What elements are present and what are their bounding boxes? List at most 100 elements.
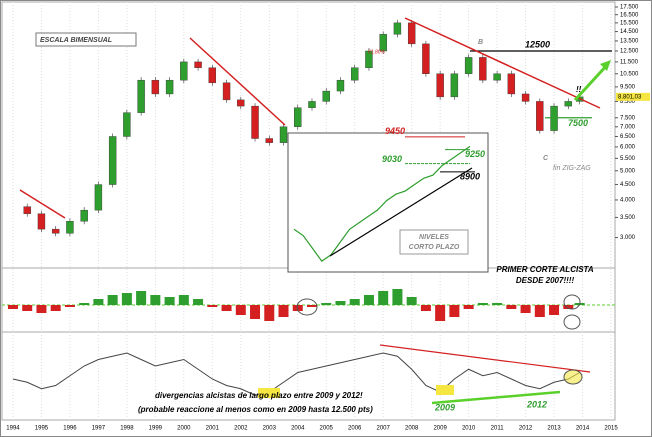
bar (420, 305, 431, 311)
bar (292, 305, 303, 311)
candle (351, 67, 359, 81)
candle (536, 101, 544, 131)
y-tick-label: 4.500 (620, 182, 636, 188)
bar (164, 297, 175, 305)
x-tick-label: 2011 (491, 426, 505, 432)
highlight (258, 388, 280, 398)
level-label: 9450 (385, 126, 405, 136)
trend-line (379, 344, 591, 373)
annotation: NIVELES (419, 234, 449, 241)
bar (50, 305, 61, 311)
x-tick-label: 2015 (604, 426, 618, 432)
x-tick-label: 2008 (405, 426, 419, 432)
x-tick-label: 2004 (291, 426, 305, 432)
annotation: C (543, 155, 549, 162)
bar (435, 305, 446, 321)
y-tick-label: 13.500 (620, 39, 639, 45)
bar (221, 305, 232, 311)
candle (507, 73, 516, 95)
label-box (35, 32, 137, 47)
trend-line (189, 37, 286, 126)
y-tick-label: 5.000 (620, 168, 636, 174)
annotation: (probable reaccione al menos como en 200… (138, 405, 373, 414)
bar (378, 291, 389, 305)
y-tick-label: 6.500 (620, 134, 636, 140)
candle (521, 93, 530, 102)
bar (107, 295, 118, 305)
level-label: 8900 (460, 171, 480, 181)
trend-line (404, 17, 601, 109)
candle (80, 209, 88, 222)
candle (365, 50, 373, 68)
bar (363, 295, 374, 305)
y-tick-label: 6.000 (620, 145, 636, 151)
bar (406, 297, 417, 305)
y-tick-label: 10.500 (620, 71, 639, 77)
candle (436, 73, 444, 98)
level-label: 9250 (465, 149, 485, 159)
y-tick-label: 17.500 (620, 5, 639, 11)
x-tick-label: 2007 (377, 426, 391, 432)
candle (194, 61, 202, 68)
oscillator-line (12, 352, 580, 396)
y-tick-label: 15.500 (620, 20, 639, 26)
candle (379, 34, 387, 52)
candle (23, 206, 31, 214)
annotation: CORTO PLAZO (409, 244, 460, 251)
candle (422, 43, 430, 74)
bar (278, 305, 289, 317)
plot-border (1, 1, 616, 421)
candle (137, 79, 145, 113)
highlight-circle (296, 298, 318, 316)
x-tick-label: 2006 (348, 426, 362, 432)
annotation: fin ZIG-ZAG (553, 165, 591, 172)
y-tick-label: 12.500 (620, 49, 639, 55)
level-label: 12500 (525, 39, 550, 49)
annotation: 2009 (434, 402, 455, 412)
highlight-circle (563, 369, 583, 385)
level-label: 9030 (382, 154, 402, 164)
bar (477, 303, 488, 305)
bar (549, 305, 560, 315)
x-tick-label: 2003 (263, 426, 277, 432)
annotation: DESDE 2007!!!! (516, 276, 575, 285)
candle (151, 79, 160, 95)
bar (36, 305, 47, 313)
bar (349, 299, 360, 305)
trend-line (329, 167, 473, 257)
annotation: 2012 (526, 399, 547, 409)
candle (165, 79, 174, 95)
candle (450, 73, 459, 98)
x-tick-label: 1997 (92, 426, 106, 432)
y-tick-label: 7.500 (620, 115, 636, 121)
candle (393, 22, 402, 35)
candle (279, 126, 288, 143)
level-label: 7500 (568, 118, 588, 128)
candle (251, 105, 259, 139)
inset-line (293, 145, 471, 262)
candle (123, 112, 131, 137)
bar (534, 305, 545, 317)
annotation: 61,80% (368, 49, 386, 55)
bar (563, 305, 574, 309)
bar (7, 305, 18, 309)
bar (306, 305, 317, 307)
candle (493, 73, 501, 81)
bar (392, 289, 403, 305)
label-box (399, 229, 469, 255)
candle (564, 101, 572, 107)
annotation: ESCALA BIMENSUAL (40, 37, 112, 44)
candle (222, 82, 231, 101)
x-tick-label: 1994 (6, 426, 20, 432)
candle (237, 99, 245, 107)
last-price-box (616, 92, 650, 101)
bar (264, 305, 275, 321)
bar (321, 303, 332, 305)
y-tick-label: 4.000 (620, 198, 636, 204)
x-tick-label: 2000 (177, 426, 191, 432)
y-tick-label: 9.500 (620, 84, 636, 90)
bar (207, 305, 218, 307)
arrow-head (600, 60, 611, 71)
annotation: B (478, 39, 483, 46)
